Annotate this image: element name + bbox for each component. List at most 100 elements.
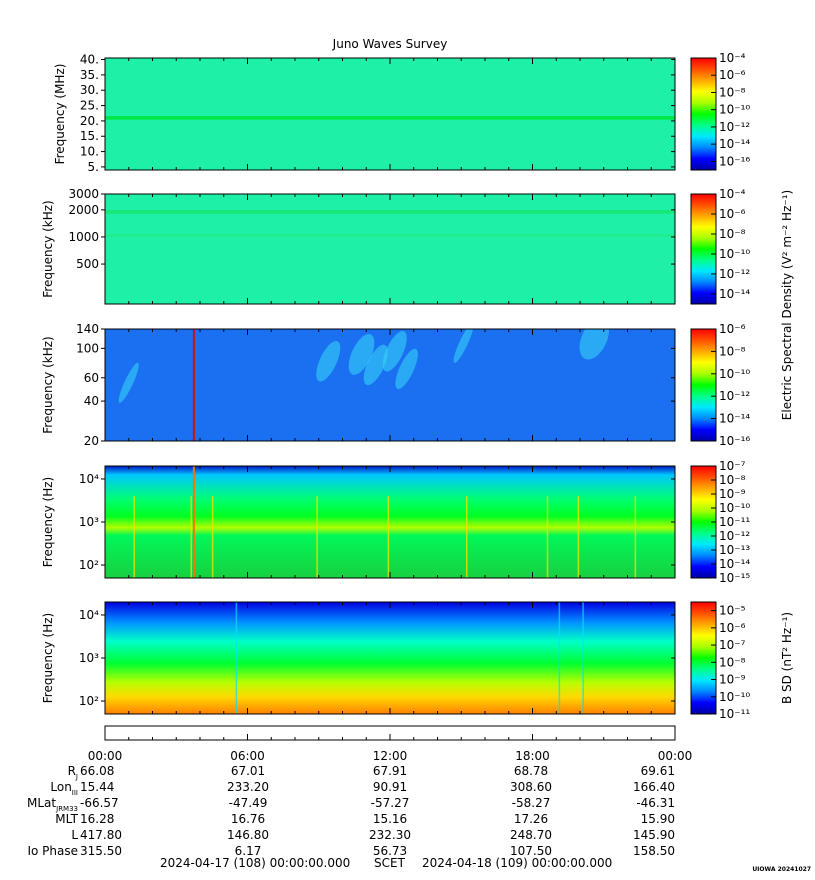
time-tick-label: 00:00 <box>658 749 693 763</box>
colorbar-tick-label: 10⁻¹⁵ <box>719 571 750 585</box>
ephemeris-label: LonIII <box>50 780 78 797</box>
ephemeris-value: -66.57 <box>80 796 119 810</box>
emission-feature <box>363 344 388 386</box>
colorbar-scale <box>690 601 717 715</box>
colorbar-tick-label: 10⁻¹⁰ <box>719 247 750 261</box>
emission-feature <box>348 334 375 375</box>
ephemeris-value: 66.08 <box>80 764 114 778</box>
interference-line <box>387 496 390 578</box>
colorbar-tick-label: 10⁻¹² <box>719 529 750 543</box>
time-tick-label: 06:00 <box>230 749 265 763</box>
interference-line <box>558 602 561 714</box>
colorbar-tick-label: 10⁻¹⁴ <box>719 412 750 426</box>
colorbar-tick-label: 10⁻¹⁰ <box>719 103 750 117</box>
colorbar-tick-label: 10⁻⁶ <box>719 621 746 635</box>
ephemeris-value: 146.80 <box>227 828 269 842</box>
interference-line <box>192 466 195 578</box>
y-tick-label: 60 <box>84 371 99 385</box>
y-tick-label: 100 <box>76 341 99 355</box>
emission-feature <box>395 348 418 390</box>
y-tick-label: 25. <box>80 99 99 113</box>
y-tick-label: 30. <box>80 83 99 97</box>
colorbar-scale <box>690 193 717 305</box>
colorbar-tick-label: 10⁻⁸ <box>719 473 746 487</box>
ephemeris-value: 145.90 <box>633 828 675 842</box>
emission-feature <box>579 329 609 360</box>
ephemeris-label: RJ <box>68 764 78 781</box>
ephemeris-value: -46.31 <box>636 796 675 810</box>
footer-start-time: 2024-04-17 (108) 00:00:00.000 <box>160 856 351 870</box>
time-axis: 00:00 06:00 12:00 18:00 00:00 <box>88 725 693 763</box>
colorbar-tick-label: 10⁻¹³ <box>719 543 750 557</box>
spectrogram-panel-5: 10⁴ 10³ 10² Frequency (Hz) <box>41 601 676 715</box>
ephemeris-value: 67.01 <box>231 764 265 778</box>
ephemeris-value: 69.61 <box>641 764 675 778</box>
interference-line <box>577 496 580 578</box>
ephemeris-value: -58.27 <box>512 796 551 810</box>
y-axis-label: Frequency (Hz) <box>41 477 55 568</box>
spectrogram-panel-2: 3000 2000 1000 500 Frequency (kHz) <box>41 187 676 305</box>
time-tick-label: 18:00 <box>515 749 550 763</box>
ephemeris-value: 68.78 <box>514 764 548 778</box>
colorbar-tick-label: 10⁻¹⁶ <box>719 434 750 448</box>
ephemeris-value: 16.76 <box>231 812 265 826</box>
ephemeris-value: 233.20 <box>227 780 269 794</box>
y-tick-label: 500 <box>76 257 99 271</box>
colorbar-tick-label: 10⁻¹² <box>719 389 750 403</box>
interference-line <box>190 496 192 578</box>
y-tick-label: 20 <box>84 434 99 448</box>
colorbar-tick-label: 10⁻⁸ <box>719 655 746 669</box>
y-tick-label: 15. <box>80 129 99 143</box>
ephemeris-value: 15.90 <box>641 812 675 826</box>
spectrogram-image <box>105 194 675 304</box>
colorbar-tick-label: 10⁻⁴ <box>719 51 746 65</box>
emission-band <box>105 115 675 120</box>
spectrogram-background <box>105 466 675 578</box>
colorbar-tick-label: 10⁻¹² <box>719 267 750 281</box>
y-tick-label: 10² <box>79 694 99 708</box>
y-axis-label: Frequency (MHz) <box>53 64 67 165</box>
time-tick-label: 12:00 <box>373 749 408 763</box>
colorbar-label: Electric Spectral Density (V² m⁻² Hz⁻¹) <box>780 190 794 420</box>
colorbar-label: B SD (nT² Hz⁻¹) <box>780 612 794 704</box>
ephemeris-label: Io Phase <box>27 844 78 858</box>
ephemeris-value: -47.49 <box>229 796 268 810</box>
spectrogram-image <box>105 58 675 170</box>
colorbar-tick-label: 10⁻¹⁶ <box>719 154 750 168</box>
colorbar-tick-label: 10⁻⁶ <box>719 207 746 221</box>
emission-feature <box>382 331 407 372</box>
emission-feature <box>453 329 474 363</box>
colorbar-tick-label: 10⁻⁶ <box>719 322 746 336</box>
interference-line <box>133 496 135 578</box>
ephemeris-label: MLatJRM33 <box>27 796 78 813</box>
ephemeris-value: 17.26 <box>514 812 548 826</box>
ephemeris-value: 67.91 <box>373 764 407 778</box>
y-tick-label: 10³ <box>79 651 99 665</box>
spectrogram-image <box>105 466 675 578</box>
colorbar-tick-label: 10⁻¹⁰ <box>719 501 750 515</box>
colorbar-2: 10⁻⁴ 10⁻⁶ 10⁻⁸ 10⁻¹⁰ 10⁻¹² 10⁻¹⁴ <box>690 187 750 305</box>
y-axis-label: Frequency (Hz) <box>41 613 55 704</box>
colorbar-tick-label: 10⁻¹² <box>719 120 750 134</box>
colorbar-tick-label: 10⁻⁸ <box>719 344 746 358</box>
colorbar-3: 10⁻⁶ 10⁻⁸ 10⁻¹⁰ 10⁻¹² 10⁻¹⁴ 10⁻¹⁶ Electric Spe… <box>690 190 794 448</box>
ephemeris-label: L <box>71 828 78 842</box>
colorbar-tick-label: 10⁻⁸ <box>719 85 746 99</box>
colorbar-scale <box>690 328 717 442</box>
y-tick-label: 1000 <box>68 230 99 244</box>
y-tick-label: 10⁴ <box>79 472 99 486</box>
ephemeris-value: 248.70 <box>510 828 552 842</box>
y-tick-label: 10² <box>79 558 99 572</box>
emission-feature <box>118 362 139 403</box>
interference-line <box>211 496 214 578</box>
colorbar-tick-label: 10⁻⁵ <box>719 604 746 618</box>
interference-line <box>582 602 584 714</box>
colorbar-tick-label: 10⁻¹⁰ <box>719 367 750 381</box>
spectrogram-image <box>105 329 675 441</box>
ephemeris-value: 158.50 <box>633 844 675 858</box>
interference-line <box>235 602 238 714</box>
colorbar-tick-label: 10⁻⁸ <box>719 227 746 241</box>
colorbar-tick-label: 10⁻¹¹ <box>719 707 750 721</box>
spectrogram-image <box>105 602 675 714</box>
